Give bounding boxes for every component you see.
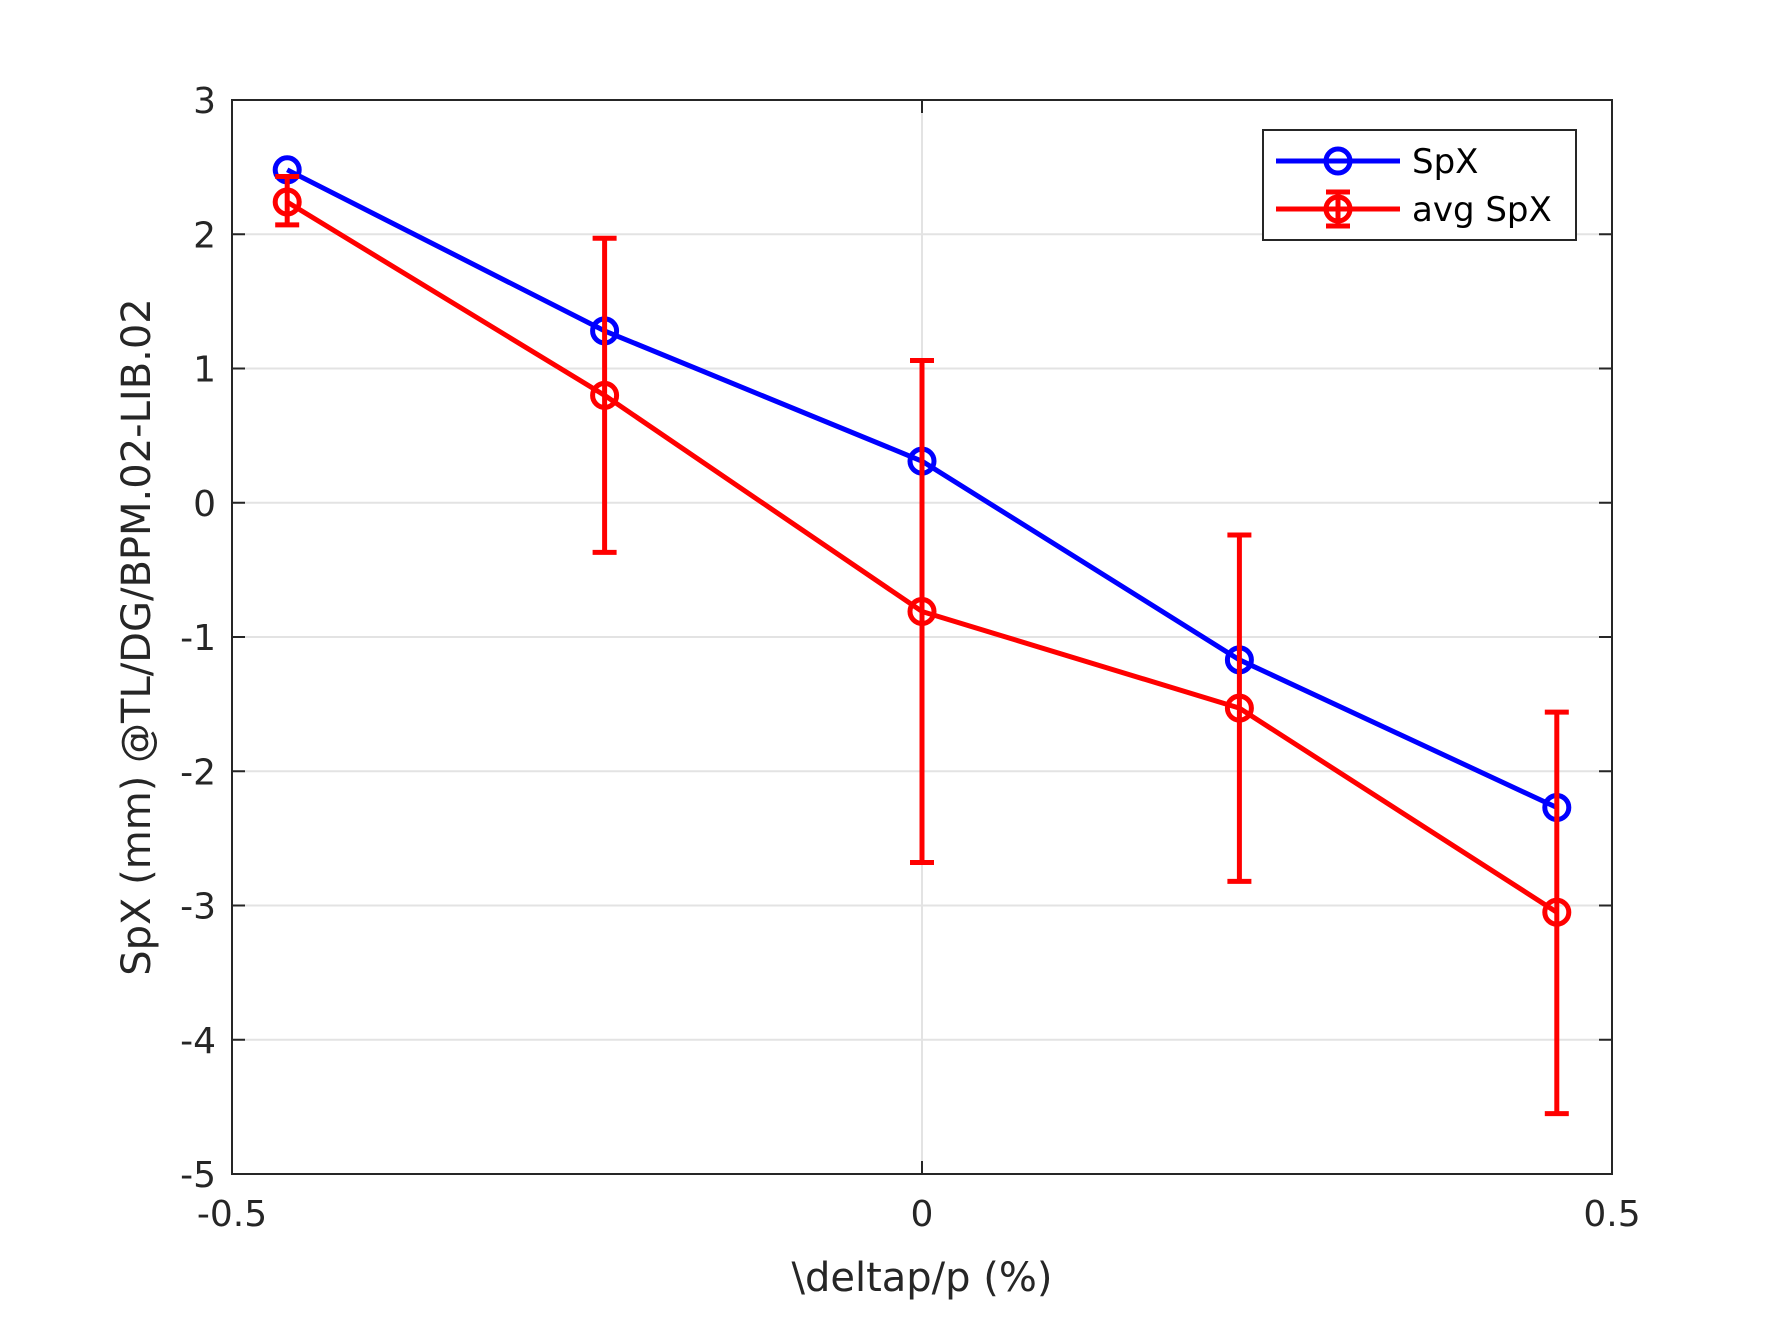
y-tick-label: -2 <box>180 752 216 793</box>
x-tick-label: 0.5 <box>1583 1194 1640 1235</box>
legend: SpX avg SpX <box>1262 129 1577 241</box>
y-tick-label: 2 <box>193 215 216 256</box>
y-tick-label: 3 <box>193 81 216 122</box>
y-tick-label: -3 <box>180 887 216 928</box>
legend-label-spx: SpX <box>1412 142 1478 182</box>
y-tick-label: -4 <box>180 1021 216 1062</box>
data-point-avg-spx <box>1542 897 1572 927</box>
legend-item-spx: SpX <box>1276 142 1478 182</box>
legend-marker-spx <box>1323 146 1353 176</box>
y-tick-label: 1 <box>193 350 216 391</box>
data-point-avg-spx <box>590 380 620 410</box>
tick-labels: -5 -4 -3 -2 -1 0 1 2 3 -0.5 0 0.5 <box>180 81 1641 1235</box>
y-tick-label: 0 <box>193 484 216 525</box>
data-point-avg-spx <box>907 596 937 626</box>
y-tick-label: -5 <box>180 1155 216 1196</box>
x-axis-label: \deltap/p (%) <box>792 1255 1053 1301</box>
legend-item-avg-spx: avg SpX <box>1276 189 1552 230</box>
legend-box <box>1262 129 1577 241</box>
data-point-avg-spx <box>1224 693 1254 723</box>
legend-label-avg-spx: avg SpX <box>1412 190 1552 230</box>
y-axis-label: SpX (mm) @TL/DG/BPM.02-LIB.02 <box>114 298 160 975</box>
axes-layer <box>231 99 1613 1175</box>
data-point-avg-spx <box>272 187 302 217</box>
legend-marker-avg-spx <box>1323 194 1353 224</box>
x-tick-label: 0 <box>911 1194 934 1235</box>
series-avg-spx <box>272 174 1572 1117</box>
x-tick-label: -0.5 <box>197 1194 267 1235</box>
y-tick-label: -1 <box>180 618 216 659</box>
series-layer <box>272 155 1572 1117</box>
